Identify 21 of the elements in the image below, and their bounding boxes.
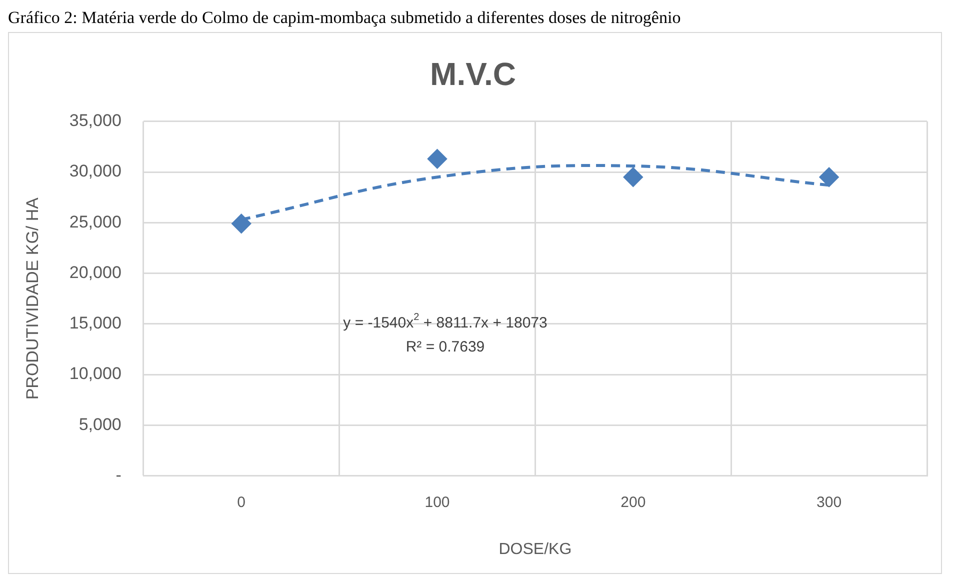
x-tick-label: 100 <box>424 494 450 511</box>
y-tick-label: 35,000 <box>69 111 122 130</box>
chart-title: M.V.C <box>430 56 516 92</box>
point <box>820 168 839 187</box>
y-tick-label: 15,000 <box>69 314 122 333</box>
point <box>232 214 251 234</box>
annotation: R² = 0.7639 <box>406 338 485 356</box>
y-tick-label: - <box>116 465 122 484</box>
text: Gráfico 2: Matéria verde do Colmo de capim-mombaça submetido a diferentes doses de nitrogênio <box>8 8 682 28</box>
point <box>428 149 447 168</box>
y-tick-label: 10,000 <box>69 364 122 384</box>
point <box>624 168 643 187</box>
x-axis-title: DOSE/KG <box>498 540 572 558</box>
y-axis-title: PRODUTIVIDADE KG/ HA <box>22 196 42 400</box>
y-tick-label: 5,000 <box>78 414 122 434</box>
y-tick-label: 25,000 <box>69 212 122 232</box>
x-tick-label: 200 <box>620 494 646 511</box>
y-tick-label: 30,000 <box>69 162 122 181</box>
y-tick-label: 20,000 <box>69 262 122 282</box>
x-tick-label: 0 <box>237 494 246 511</box>
x-tick-label: 300 <box>816 494 842 511</box>
